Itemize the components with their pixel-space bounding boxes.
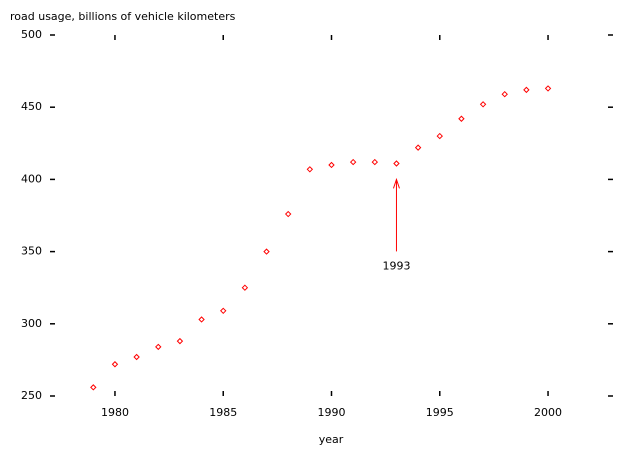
point: [393, 160, 400, 167]
y-tick-label: 300: [21, 317, 42, 330]
point: [306, 166, 314, 173]
x-tick-label: 1990: [318, 406, 346, 419]
point: [155, 343, 162, 351]
y-tick-label: 450: [21, 100, 42, 113]
point: [458, 115, 465, 122]
x-tick-label: 1985: [209, 406, 237, 419]
point: [414, 144, 422, 151]
y-tick-label: 250: [21, 389, 42, 402]
y-tick-label: 400: [21, 172, 42, 185]
x-tick-label: 1980: [101, 406, 129, 419]
point: [349, 158, 357, 166]
point: [90, 384, 97, 391]
point: [501, 90, 508, 98]
point: [523, 86, 530, 94]
point: [284, 210, 292, 218]
point: [371, 158, 379, 166]
annotation-text: 1993: [382, 259, 410, 272]
point: [328, 161, 335, 169]
point: [111, 361, 119, 368]
point: [263, 248, 270, 255]
point: [176, 337, 184, 345]
y-tick-label: 500: [21, 28, 42, 41]
chart-title: road usage, billions of vehicle kilomete…: [10, 10, 236, 23]
x-tick-label: 2000: [534, 406, 562, 419]
point: [479, 101, 487, 108]
point: [220, 307, 227, 315]
point: [241, 284, 249, 291]
point: [133, 353, 140, 361]
point: [198, 316, 205, 323]
y-tick-label: 350: [21, 245, 42, 258]
point: [544, 85, 552, 92]
x-tick-label: 1995: [426, 406, 454, 419]
annotation-arrowhead: [392, 177, 400, 189]
point: [436, 132, 443, 140]
x-axis-label: year: [319, 433, 344, 446]
